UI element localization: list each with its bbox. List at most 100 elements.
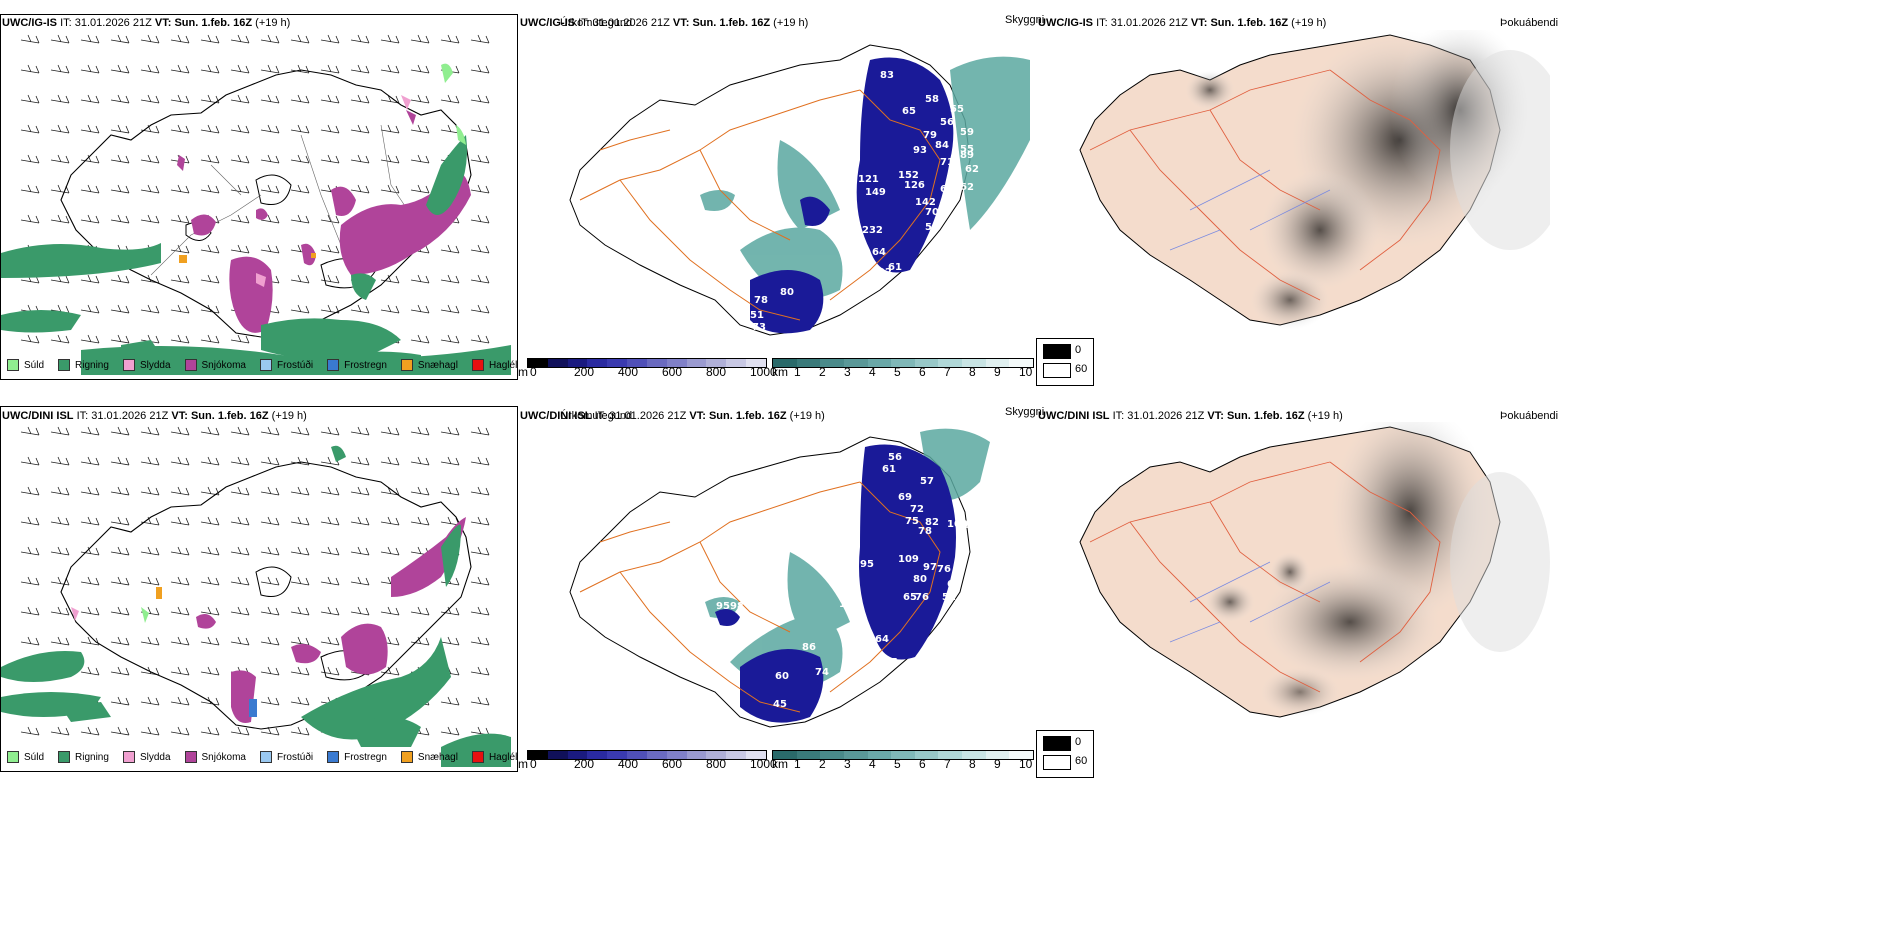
vt-value: Sun. 1.feb. 16Z bbox=[190, 410, 269, 422]
wind-barb bbox=[230, 64, 250, 74]
colorbar-tick: 3 bbox=[844, 757, 851, 771]
wind-barb bbox=[470, 666, 490, 676]
rain-areas bbox=[1, 445, 511, 767]
wind-barb bbox=[200, 154, 220, 164]
wind-barb bbox=[440, 696, 460, 706]
lead-time: (+19 h) bbox=[773, 17, 809, 29]
colorbar-tick: 0 bbox=[530, 757, 537, 771]
wind-barb bbox=[470, 426, 490, 436]
visibility-value-label: 89 bbox=[960, 150, 974, 161]
colorbar-segment bbox=[773, 359, 797, 367]
wind-barb bbox=[50, 516, 70, 526]
wind-barb bbox=[380, 184, 400, 194]
visibility-value-label: 59 bbox=[960, 127, 974, 138]
wind-barb bbox=[110, 64, 130, 74]
colorbar-height bbox=[527, 358, 767, 368]
wind-barb bbox=[170, 304, 190, 314]
wind-barb bbox=[260, 516, 280, 526]
wind-barb bbox=[290, 34, 310, 44]
lead-time: (+19 h) bbox=[789, 410, 825, 422]
visibility-value-label: 75 bbox=[905, 516, 919, 527]
wind-barb bbox=[50, 214, 70, 224]
colorbar-tick: 600 bbox=[662, 757, 683, 771]
wind-barb bbox=[380, 274, 400, 284]
model-label: UWC/DINI ISL bbox=[520, 410, 592, 422]
row-1: UWC/IG-IS IT: 31.01.2026 21Z VT: Sun. 1.… bbox=[0, 0, 1900, 390]
wind-barb bbox=[80, 636, 100, 646]
wind-barb bbox=[80, 486, 100, 496]
colorbar-tick: 2 bbox=[819, 757, 826, 771]
wind-barb bbox=[440, 426, 460, 436]
wind-barb bbox=[260, 486, 280, 496]
wind-barb bbox=[110, 456, 130, 466]
legend-item-haglel: Haglél bbox=[471, 751, 517, 763]
snow-hail-areas bbox=[156, 587, 162, 599]
wind-barb bbox=[320, 516, 340, 526]
wind-barb bbox=[230, 426, 250, 436]
visibility-value-label: 61 bbox=[882, 464, 896, 475]
wind-barb bbox=[260, 456, 280, 466]
wind-barb bbox=[470, 184, 490, 194]
wind-barb bbox=[470, 636, 490, 646]
visibility-value-label: 105 bbox=[877, 657, 898, 668]
it-label: IT: bbox=[594, 410, 607, 422]
wind-barb bbox=[320, 426, 340, 436]
wind-barb bbox=[20, 124, 40, 134]
colorbar-tick: 4 bbox=[869, 757, 876, 771]
legend-item-rigning: Rigning bbox=[58, 751, 109, 763]
vt-value: Sun. 1.feb. 16Z bbox=[708, 410, 787, 422]
wind-barb bbox=[320, 34, 340, 44]
visibility-value-label: 109 bbox=[898, 554, 919, 565]
wind-barb bbox=[320, 154, 340, 164]
drizzle-areas bbox=[441, 63, 466, 145]
wind-barb bbox=[170, 576, 190, 586]
visibility-value-label: 55 bbox=[960, 144, 974, 155]
colorbar-segment bbox=[746, 751, 766, 759]
wind-barb bbox=[110, 606, 130, 616]
wind-barb bbox=[50, 154, 70, 164]
precip-type-map: Súld Rigning Slydda Snjókoma Frostúði Fr… bbox=[0, 14, 518, 380]
colorbar-tick: 9 bbox=[994, 365, 1001, 379]
visibility-value-label: 61 bbox=[888, 262, 902, 273]
sleet-areas bbox=[71, 607, 79, 621]
wind-barb bbox=[470, 274, 490, 284]
wind-barb bbox=[380, 34, 400, 44]
wind-barb bbox=[140, 426, 160, 436]
it-label: IT: bbox=[1112, 410, 1125, 422]
wind-barb bbox=[290, 606, 310, 616]
visibility-value-label: 149 bbox=[865, 187, 886, 198]
visibility-value-label: 57 bbox=[920, 476, 934, 487]
wind-barb bbox=[350, 516, 370, 526]
p1-title: Úrkomutegund bbox=[560, 17, 633, 29]
vt-value: Sun. 1.feb. 16Z bbox=[174, 17, 253, 29]
colorbar-segment bbox=[666, 359, 687, 367]
wind-barb bbox=[230, 34, 250, 44]
vt-label: VT: bbox=[1207, 410, 1224, 422]
colorbar-segment bbox=[938, 359, 963, 367]
wind-barb bbox=[230, 516, 250, 526]
rivers bbox=[1169, 561, 1331, 643]
colorbar-height-labels: m 0 200 400 600 800 1000 bbox=[518, 365, 777, 379]
colorbar-segment bbox=[726, 359, 747, 367]
colorbar-segment bbox=[867, 751, 892, 759]
wind-barb bbox=[410, 334, 430, 344]
colorbar-unit: m bbox=[518, 757, 528, 771]
rain-areas bbox=[1, 135, 511, 375]
wind-barb bbox=[440, 34, 460, 44]
wind-barb bbox=[290, 636, 310, 646]
wind-barb bbox=[20, 184, 40, 194]
wind-barb bbox=[50, 546, 70, 556]
colorbar-segment bbox=[843, 751, 868, 759]
visibility-value-label: 104 bbox=[838, 217, 859, 228]
wind-barb bbox=[170, 94, 190, 104]
wind-barb bbox=[260, 576, 280, 586]
wind-barb bbox=[470, 334, 490, 344]
wind-barb bbox=[200, 304, 220, 314]
visibility-value-label: 74 bbox=[815, 667, 829, 678]
wind-barb bbox=[290, 214, 310, 224]
visibility-value-label: 232 bbox=[862, 225, 883, 236]
wind-barb bbox=[200, 244, 220, 254]
wind-barb bbox=[410, 636, 430, 646]
visibility-value-label: 78 bbox=[918, 526, 932, 537]
visibility-value-label: 86 bbox=[802, 642, 816, 653]
